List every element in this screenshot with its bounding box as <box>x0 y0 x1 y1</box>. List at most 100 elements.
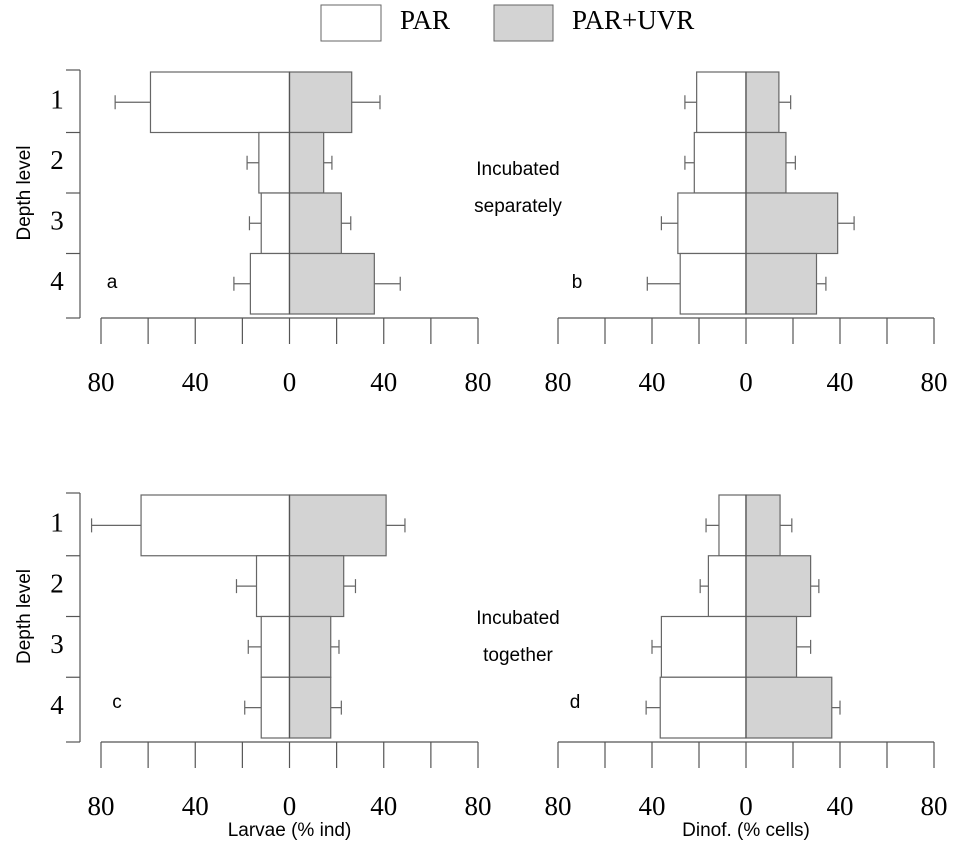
error-bar <box>247 639 262 654</box>
legend-swatch <box>493 4 554 42</box>
error-bar <box>778 95 792 110</box>
y-tick-label: 3 <box>50 629 64 659</box>
bar <box>260 192 291 255</box>
error-bar <box>248 216 262 231</box>
x-tick-label: 80 <box>88 791 115 821</box>
error-bar <box>651 639 662 654</box>
error-bar <box>341 216 352 231</box>
bar <box>745 131 787 194</box>
x-tick-label: 40 <box>370 367 397 397</box>
error-bar <box>660 216 678 231</box>
bar <box>679 252 747 315</box>
error-bar <box>386 518 406 533</box>
error-bar <box>235 579 257 594</box>
error-bar <box>244 700 262 715</box>
x-tick-label: 80 <box>545 367 572 397</box>
error-bar <box>351 95 381 110</box>
bar <box>693 131 747 194</box>
panel-label: b <box>572 272 583 293</box>
y-tick-label: 4 <box>50 690 64 720</box>
bar <box>659 676 747 739</box>
error-bar <box>323 155 333 170</box>
error-bar <box>699 579 709 594</box>
legend-label: PAR <box>400 5 450 35</box>
bar <box>745 192 839 255</box>
bar <box>288 555 345 618</box>
error-bar <box>684 155 695 170</box>
error-bar <box>837 216 855 231</box>
error-bar <box>374 276 401 291</box>
bar <box>660 615 747 678</box>
x-tick-label: 0 <box>739 791 753 821</box>
error-bar <box>646 276 681 291</box>
error-bar <box>114 95 151 110</box>
panel-label: a <box>107 272 118 293</box>
legend-label: PAR+UVR <box>572 5 694 35</box>
error-bar <box>780 518 793 533</box>
x-tick-label: 80 <box>465 791 492 821</box>
x-tick-label: 80 <box>88 367 115 397</box>
y-tick-label: 3 <box>50 205 64 235</box>
bar <box>288 192 342 255</box>
error-bar <box>233 276 251 291</box>
y-tick-label: 4 <box>50 266 64 296</box>
bar <box>718 494 747 557</box>
panel-label: d <box>570 692 581 713</box>
annotation: separately <box>474 196 562 217</box>
legend-swatch <box>320 4 382 42</box>
bar <box>260 676 291 739</box>
bar <box>288 252 375 315</box>
y-tick-label: 2 <box>50 568 64 598</box>
bar <box>745 252 818 315</box>
x-tick-label: 40 <box>827 367 854 397</box>
bar <box>288 131 325 194</box>
x-tick-label: 80 <box>921 791 948 821</box>
bar <box>745 494 781 557</box>
x-tick-label: 0 <box>283 367 297 397</box>
bar <box>677 192 747 255</box>
y-tick-label: 1 <box>50 508 64 538</box>
bar <box>745 676 833 739</box>
error-bar <box>246 155 259 170</box>
annotation: Incubated <box>476 159 559 180</box>
x-tick-label: 80 <box>465 367 492 397</box>
bar <box>745 555 812 618</box>
x-tick-label: 0 <box>739 367 753 397</box>
error-bar <box>645 700 661 715</box>
bar <box>288 494 387 557</box>
error-bar <box>785 155 796 170</box>
bar <box>288 615 332 678</box>
error-bar <box>705 518 719 533</box>
x-tick-label: 40 <box>182 367 209 397</box>
x-axis-label: Dinof. (% cells) <box>682 820 810 841</box>
x-tick-label: 40 <box>827 791 854 821</box>
error-bar <box>343 579 357 594</box>
bar <box>696 71 747 134</box>
error-bar <box>330 639 340 654</box>
error-bar <box>90 518 142 533</box>
annotation: Incubated <box>476 608 559 629</box>
error-bar <box>796 639 812 654</box>
x-tick-label: 80 <box>545 791 572 821</box>
x-tick-label: 40 <box>639 791 666 821</box>
bar <box>140 494 291 557</box>
x-tick-label: 40 <box>182 791 209 821</box>
error-bar <box>816 276 827 291</box>
bar <box>260 615 291 678</box>
x-tick-label: 40 <box>370 791 397 821</box>
y-axis-label: Depth level <box>14 145 35 240</box>
y-axis-label: Depth level <box>14 569 35 664</box>
bar <box>288 676 332 739</box>
x-tick-label: 80 <box>921 367 948 397</box>
bar <box>707 555 747 618</box>
bar <box>288 71 353 134</box>
y-tick-label: 2 <box>50 145 64 175</box>
error-bar <box>684 95 697 110</box>
bar <box>745 615 798 678</box>
y-tick-label: 1 <box>50 84 64 114</box>
panel-label: c <box>112 692 122 713</box>
bar <box>258 131 291 194</box>
error-bar <box>810 579 820 594</box>
bar <box>249 252 291 315</box>
